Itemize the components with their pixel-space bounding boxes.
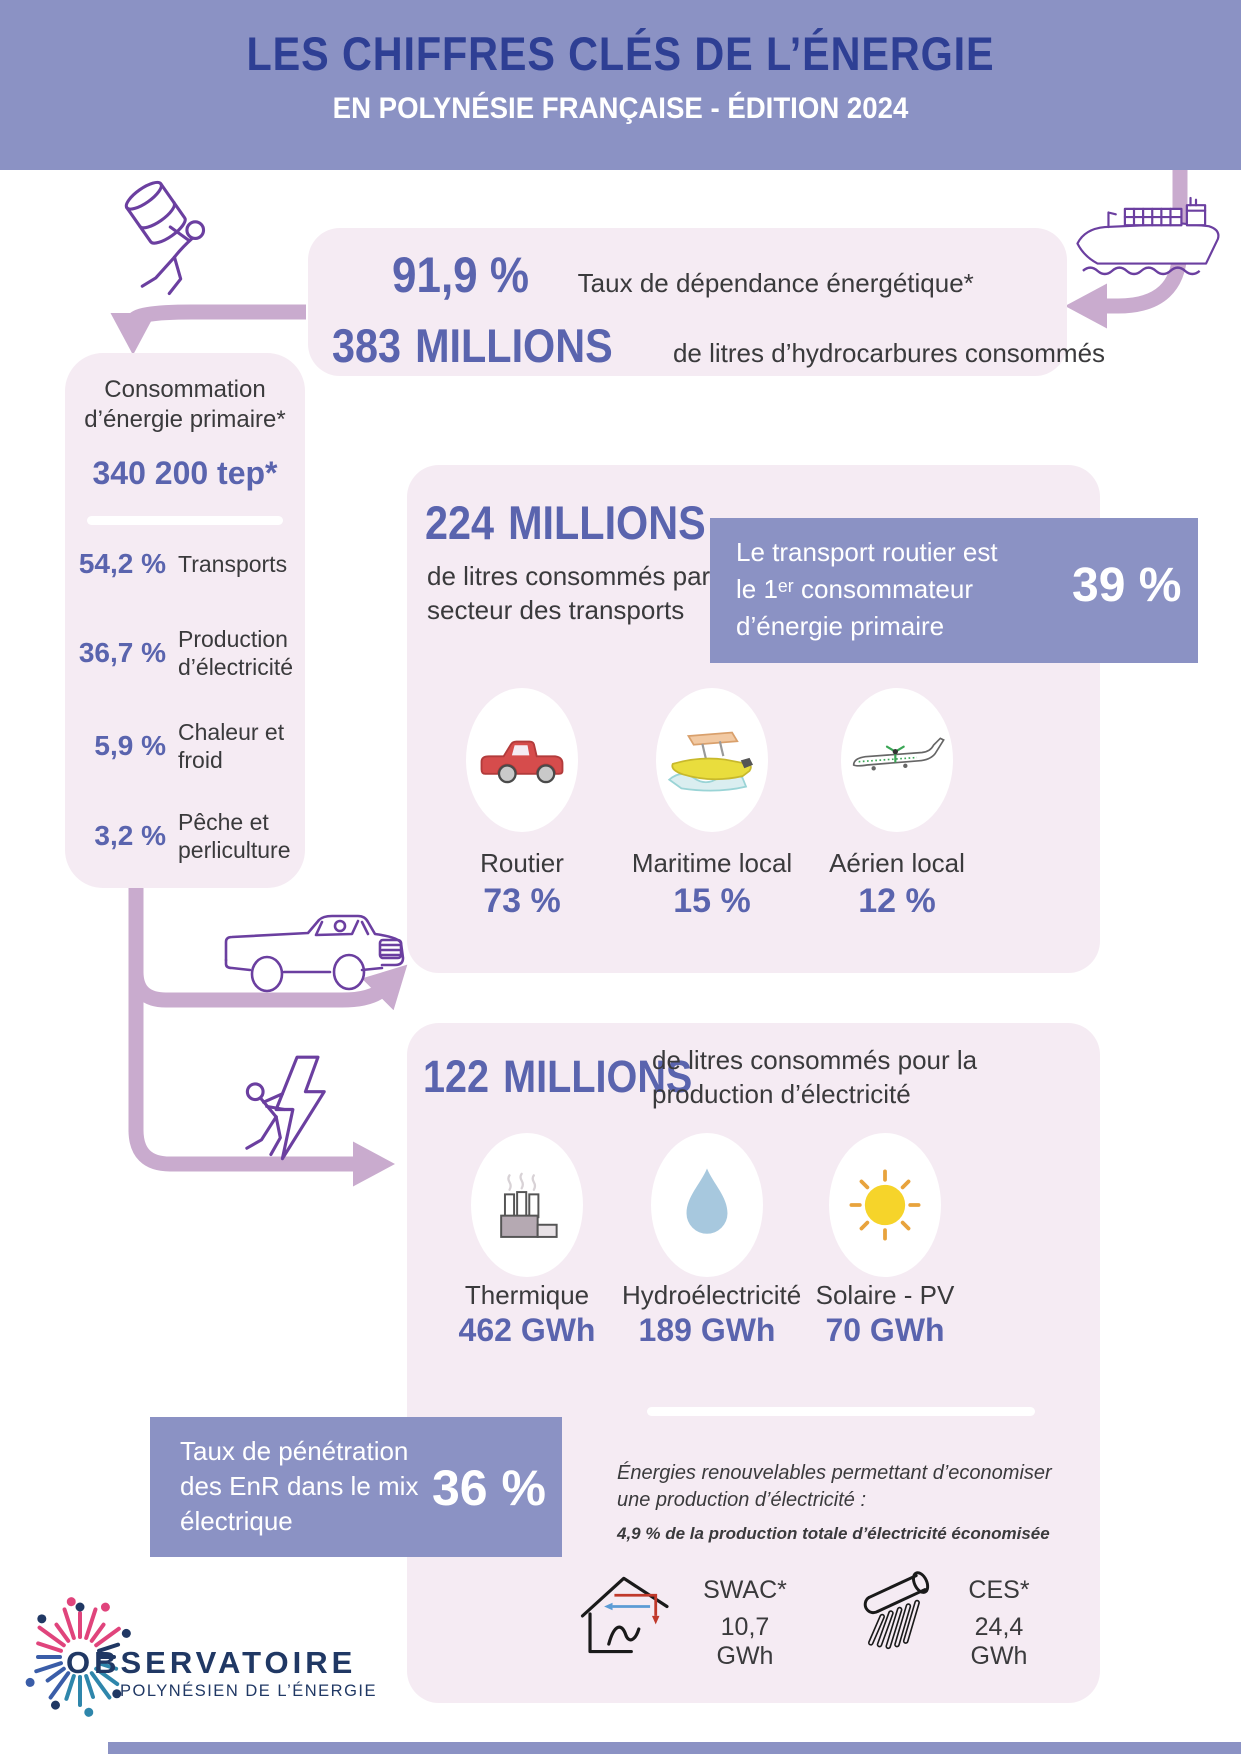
penetration-value: 36 % — [432, 1460, 546, 1516]
dependence-rate-value: 91,9 % — [392, 247, 529, 303]
electricity-volume-number: 122 — [423, 1051, 490, 1102]
road-transport-highlight: Le transport routier est le 1ᵉʳ consomma… — [710, 518, 1198, 663]
consumption-value: 36,7 % — [78, 637, 166, 668]
dependence-panel: 91,9 % Taux de dépendance énergétique* 3… — [308, 228, 1105, 376]
factory-icon — [500, 1172, 558, 1238]
consumption-row-electricity: 36,7 % Production d’électricité — [70, 625, 296, 681]
primary-total-tep: 340 200 tep* — [92, 455, 278, 491]
consumption-label: Production d’électricité — [178, 626, 294, 680]
oil-barrel-carrier-icon — [124, 180, 206, 296]
panel-title: Consommation d’énergie primaire* — [84, 376, 286, 433]
enr-penetration-box: Taux de pénétration des EnR dans le mix … — [150, 1417, 562, 1557]
ces-value: 24,4 GWh — [970, 1613, 1028, 1670]
transport-item-label: Maritime local — [631, 848, 793, 878]
transport-item-circle — [841, 688, 953, 832]
transport-volume-word: MILLIONS — [508, 496, 706, 549]
dependence-rate-label: Taux de dépendance énergétique* — [577, 268, 974, 298]
consumption-row-transports: 54,2 % Transports — [70, 548, 296, 580]
consumption-value: 3,2 % — [94, 820, 166, 851]
consumption-value: 5,9 % — [94, 730, 166, 761]
consumption-label: Chaleur et froid — [178, 719, 285, 773]
transport-item-circle — [656, 688, 768, 832]
logo-name: OBSERVATOIRE — [66, 1645, 357, 1680]
primary-consumption-panel: Consommation d’énergie primaire* 340 200… — [65, 353, 305, 888]
consumption-row-fishing: 3,2 % Pêche et perliculture — [70, 808, 296, 864]
panel-divider — [647, 1407, 1035, 1416]
bottom-bar — [108, 1742, 1241, 1754]
transport-item-circle — [466, 688, 578, 832]
renewables-intro: Énergies renouvelables permettant d’econ… — [617, 1460, 1097, 1547]
electricity-worker-icon — [245, 1055, 326, 1161]
hydrocarbons-word: MILLIONS — [415, 319, 613, 372]
swac-house-icon — [580, 1576, 669, 1654]
highlight-text: Le transport routier est le 1ᵉʳ consomma… — [736, 537, 998, 641]
electricity-volume-label: de litres consommés pour la production d… — [652, 1045, 978, 1109]
consumption-label: Transports — [178, 551, 288, 577]
page-subtitle: EN POLYNÉSIE FRANÇAISE - ÉDITION 2024 — [332, 92, 909, 125]
consumption-label: Pêche et perliculture — [178, 809, 291, 863]
electricity-item-circle — [471, 1133, 583, 1277]
transport-volume-number: 224 — [425, 496, 495, 549]
transport-item-value: 73 % — [483, 882, 561, 920]
electricity-item-circle — [651, 1133, 763, 1277]
pickup-truck-sketch-icon — [224, 914, 405, 993]
container-ship-icon — [1076, 196, 1220, 276]
highlight-value: 39 % — [1072, 559, 1182, 612]
renewables-note: 4,9 % de la production totale d’électric… — [617, 1524, 1050, 1543]
transport-item-label: Aérien local — [829, 848, 965, 878]
water-drop-icon — [686, 1168, 728, 1234]
logo-tagline: POLYNÉSIEN DE L’ÉNERGIE — [120, 1682, 378, 1700]
hydrocarbons-number: 383 — [332, 319, 402, 372]
electricity-item-label: Hydroélectricité — [622, 1280, 802, 1310]
transport-item-label: Routier — [480, 848, 564, 878]
electricity-item-value: 462 GWh — [458, 1312, 596, 1348]
swac-label: SWAC* — [703, 1576, 787, 1604]
panel-divider — [87, 516, 283, 525]
logo-starburst-icon — [25, 1597, 131, 1717]
page-title: LES CHIFFRES CLÉS DE L’ÉNERGIE — [246, 27, 995, 80]
transport-item-value: 15 % — [673, 882, 751, 920]
hydrocarbons-label: de litres d’hydrocarbures consommés — [672, 338, 1106, 368]
penetration-text: Taux de pénétration des EnR dans le mix … — [180, 1436, 419, 1536]
swac-value: 10,7 GWh — [716, 1613, 774, 1670]
electricity-item-value: 70 GWh — [825, 1312, 945, 1348]
electricity-item-label: Thermique — [464, 1280, 590, 1310]
propeller-plane-icon — [852, 737, 945, 771]
electricity-item-value: 189 GWh — [638, 1312, 776, 1348]
transport-item-value: 12 % — [858, 882, 936, 920]
ces-label: CES* — [968, 1576, 1030, 1604]
speedboat-icon — [667, 731, 754, 792]
consumption-row-heat: 5,9 % Chaleur et froid — [70, 718, 296, 774]
transport-volume-label: de litres consommés par le secteur des t… — [427, 561, 738, 625]
solar-water-heater-icon — [863, 1571, 930, 1650]
consumption-value: 54,2 % — [78, 548, 166, 579]
electricity-item-circle — [829, 1133, 941, 1277]
electricity-volume-word: MILLIONS — [503, 1051, 693, 1102]
electricity-item-label: Solaire - PV — [815, 1280, 955, 1310]
header-banner: LES CHIFFRES CLÉS DE L’ÉNERGIE EN POLYNÉ… — [0, 0, 1241, 170]
sun-icon — [849, 1169, 921, 1241]
pickup-truck-icon — [480, 740, 564, 784]
